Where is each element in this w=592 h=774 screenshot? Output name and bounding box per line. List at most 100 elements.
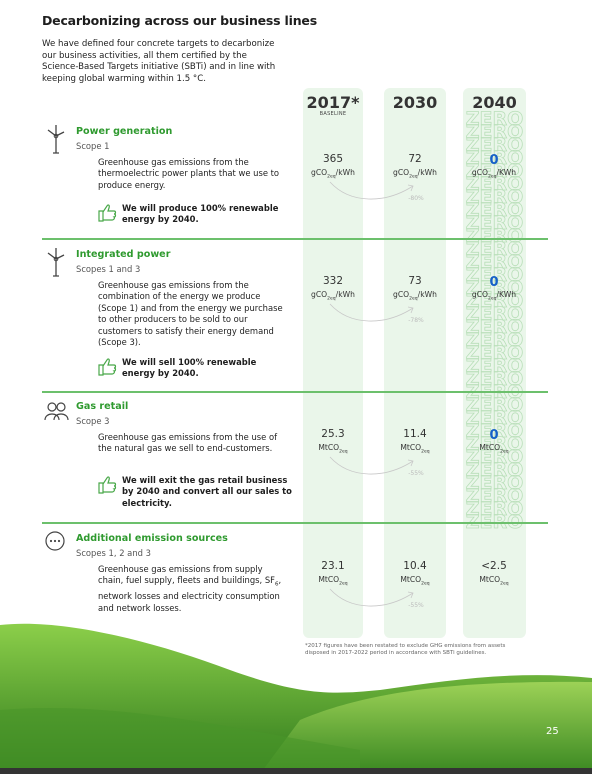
- target-unit: MtCO2eq: [375, 575, 455, 587]
- thumbs-up-icon: [98, 476, 117, 494]
- unit-sub: 2eq: [409, 296, 418, 302]
- divider: [42, 391, 548, 393]
- target-unit: gCO2eq/KWh: [454, 290, 534, 302]
- description-text: , network losses and electricity consump…: [98, 575, 282, 613]
- intro: We have defined four concrete targets to…: [42, 39, 276, 84]
- column-panel: [303, 88, 363, 638]
- target-value: 11.4: [403, 428, 427, 440]
- unit-sub: 2eq: [500, 581, 509, 587]
- divider: [42, 238, 548, 240]
- zero-watermark-text: ZERO: [466, 459, 524, 481]
- target-unit: MtCO2eq: [293, 443, 373, 455]
- section-description: Greenhouse gas emissions from the combin…: [98, 280, 288, 348]
- target-unit: MtCO2eq: [293, 575, 373, 587]
- zero-watermark-text: ZERO: [466, 303, 524, 325]
- unit-sub: 2eq: [339, 581, 348, 587]
- zero-watermark-text: ZERO: [466, 368, 524, 390]
- zero-watermark-text: ZERO: [466, 407, 524, 429]
- target-unit: gCO2eq/kWh: [375, 168, 455, 180]
- zero-watermark-text: ZERO: [466, 420, 524, 442]
- zero-watermark-text: ZERO: [466, 498, 524, 520]
- zero-watermark-text: ZERO: [466, 186, 524, 208]
- section-title: Additional emission sources: [76, 533, 228, 544]
- reduction-arrow: [329, 181, 414, 200]
- unit-text: /kWh: [417, 290, 437, 299]
- unit-text: MtCO: [400, 443, 422, 452]
- target-unit: gCO2eq/kWh: [293, 168, 373, 180]
- unit-text: gCO: [393, 290, 410, 299]
- reduction-label: -80%: [408, 195, 424, 202]
- unit-sub: 2eq: [409, 174, 418, 180]
- zero-watermark-text: ZERO: [466, 147, 524, 169]
- unit-text: gCO: [471, 168, 488, 177]
- target-unit: gCO2eq/KWh: [454, 168, 534, 180]
- reduction-label: -78%: [408, 317, 424, 324]
- section-description: Greenhouse gas emissions from the thermo…: [98, 157, 288, 191]
- description-text: Greenhouse gas emissions from the combin…: [98, 280, 283, 348]
- thumbs-up-icon: [98, 204, 117, 222]
- zero-watermark-text: ZERO: [466, 511, 524, 530]
- section-icon: [45, 531, 65, 551]
- target-value: <2.5: [481, 560, 507, 572]
- description-text: Greenhouse gas emissions from the use of…: [98, 432, 278, 454]
- zero-watermark-text: ZERO: [466, 264, 524, 286]
- thumbs-up-icon: [98, 358, 117, 376]
- footnote: *2017 figures have been restated to excl…: [305, 643, 506, 656]
- target-value: 10.4: [403, 560, 427, 572]
- unit-text: gCO: [393, 168, 410, 177]
- unit-text: MtCO: [400, 575, 422, 584]
- target-unit: MtCO2eq: [375, 443, 455, 455]
- unit-sub: 2eq: [421, 449, 430, 455]
- target-value: 332: [322, 275, 344, 287]
- section-scope: Scope 1: [76, 141, 110, 151]
- baseline-note: BASELINE: [319, 111, 347, 117]
- zero-watermark-text: ZERO: [466, 225, 524, 247]
- unit-text: gCO: [311, 168, 328, 177]
- target-value: 0: [489, 275, 499, 290]
- target-value: 73: [408, 275, 422, 287]
- unit-sub: 2eq: [339, 449, 348, 455]
- section-title: Power generation: [76, 126, 173, 137]
- section-description: Greenhouse gas emissions from supply cha…: [98, 564, 288, 614]
- reduction-arrow: [329, 588, 414, 607]
- commitment: We will produce 100% renewable energy by…: [122, 203, 279, 225]
- unit-text: MtCO: [318, 575, 340, 584]
- zero-watermark-text: ZERO: [466, 173, 524, 195]
- reduction-arrow: [329, 303, 414, 322]
- zero-watermark-text: ZERO: [466, 394, 524, 416]
- column-panel: [463, 88, 526, 638]
- zero-watermark-text: ZERO: [466, 277, 524, 299]
- unit-text: MtCO: [479, 575, 501, 584]
- target-unit: MtCO2eq: [454, 575, 534, 587]
- reduction-label: -55%: [408, 470, 424, 477]
- unit-text: gCO: [311, 290, 328, 299]
- section-title: Gas retail: [76, 401, 129, 412]
- unit-text: gCO: [471, 290, 488, 299]
- target-value: 25.3: [321, 428, 345, 440]
- unit-sub: 2eq: [488, 174, 497, 180]
- grass-background: [0, 623, 592, 774]
- zero-watermark-text: ZERO: [466, 121, 524, 143]
- unit-sub: 2eq: [421, 581, 430, 587]
- unit-sub: 2eq: [500, 449, 509, 455]
- unit-text: /kWh: [335, 168, 355, 177]
- section-scope: Scopes 1, 2 and 3: [76, 548, 151, 558]
- column-panel: [384, 88, 446, 638]
- zero-watermark-text: ZERO: [466, 212, 524, 234]
- zero-watermark-text: ZERO: [466, 199, 524, 221]
- unit-sub: 2eq: [327, 296, 336, 302]
- unit-sub: 2eq: [327, 174, 336, 180]
- zero-watermark-text: ZERO: [466, 134, 524, 156]
- zero-watermark-text: ZERO: [466, 329, 524, 351]
- unit-text: MtCO: [479, 443, 501, 452]
- zero-watermark-text: ZERO: [466, 160, 524, 182]
- column-year: 2040: [472, 93, 517, 112]
- section-scope: Scope 3: [76, 416, 110, 426]
- section-icon: [44, 402, 69, 421]
- target-value: 0: [489, 153, 499, 168]
- section-icon: [47, 125, 65, 154]
- section-scope: Scopes 1 and 3: [76, 264, 141, 274]
- target-value: 23.1: [321, 560, 345, 572]
- target-unit: gCO2eq/kWh: [293, 290, 373, 302]
